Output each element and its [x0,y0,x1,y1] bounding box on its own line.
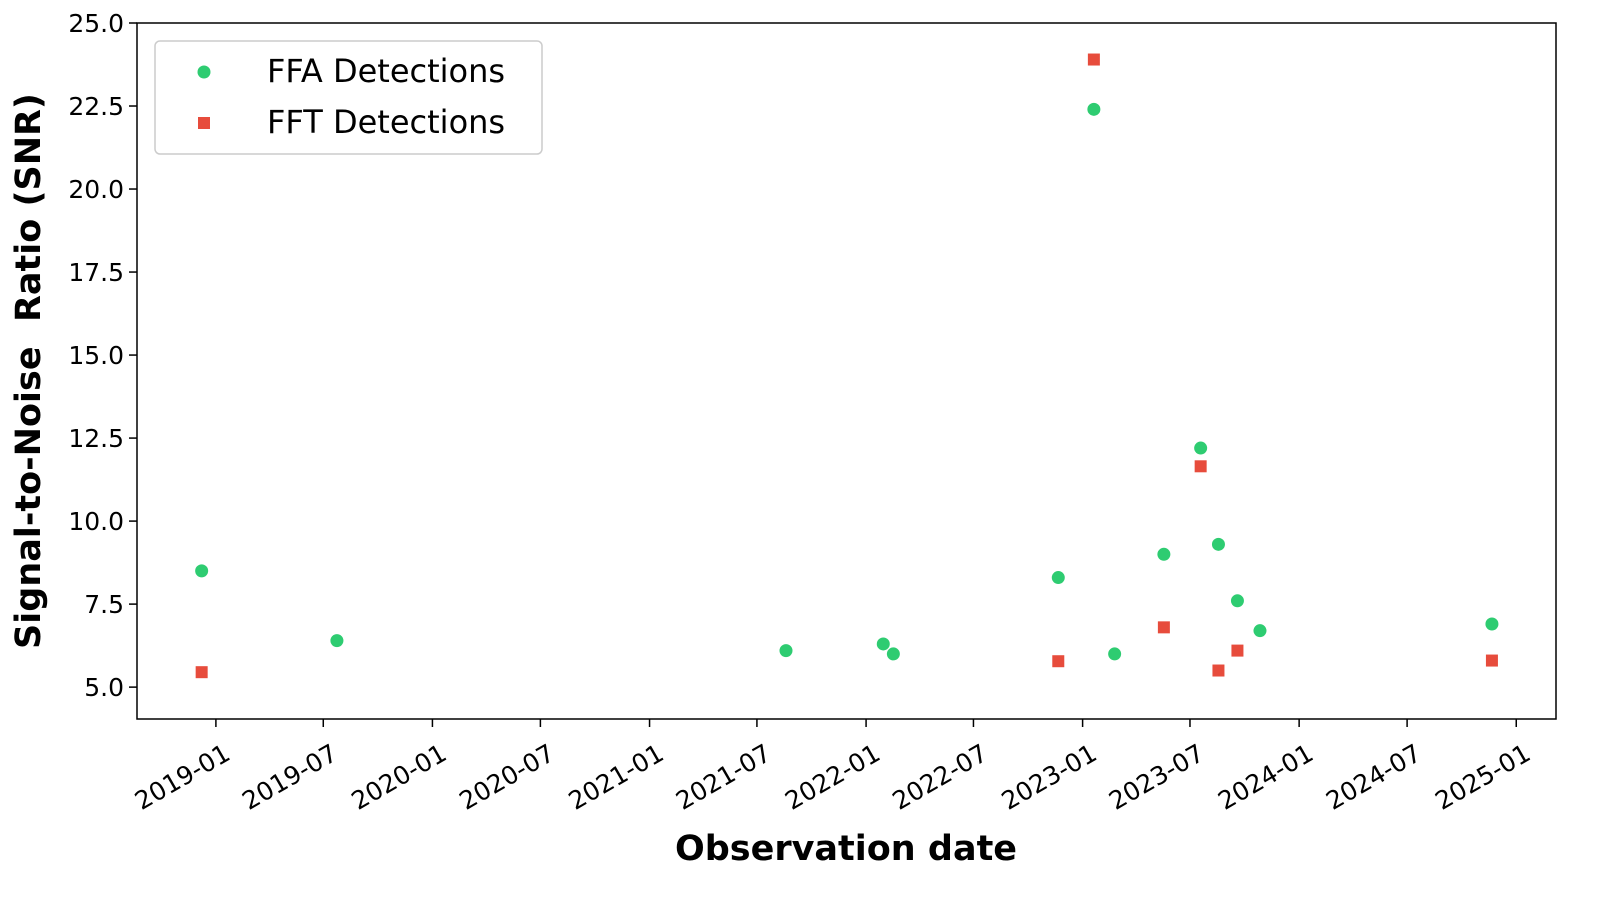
x-tick-label: 2022-07 [887,738,992,815]
fft-point [1157,621,1170,634]
data-points [195,53,1499,679]
legend-marker-fft [198,117,210,129]
x-tick-label: 2025-01 [1430,738,1535,815]
ffa-point [1157,547,1171,561]
ffa-point [1051,571,1065,585]
y-tick-label: 12.5 [68,424,124,453]
y-tick-label: 22.5 [68,92,124,121]
x-tick-label: 2019-07 [237,738,342,815]
legend-label-ffa: FFA Detections [267,52,505,90]
x-tick-label: 2021-01 [564,738,669,815]
ffa-point [876,637,890,651]
x-tick-label: 2023-07 [1104,738,1209,815]
x-axis-label: Observation date [675,829,1017,869]
fft-point [195,666,208,679]
x-tick-label: 2019-01 [130,738,235,815]
y-tick-label: 17.5 [68,258,124,287]
x-tick-label: 2021-07 [671,738,776,815]
ffa-point [1485,617,1499,631]
fft-point [1485,654,1498,667]
y-axis-label: Signal-to-Noise Ratio (SNR) [9,93,49,649]
legend: FFA Detections FFT Detections [154,40,543,155]
ffa-point [1253,624,1267,638]
y-axis: 5.0 7.5 10.0 12.5 15.0 17.5 20.0 22.5 25.0 [68,9,137,702]
x-tick-label: 2020-07 [454,738,559,815]
x-tick-label: 2022-01 [780,738,885,815]
y-tick-label: 5.0 [84,673,124,702]
ffa-point [1211,537,1225,551]
y-tick-label: 15.0 [68,341,124,370]
legend-marker-ffa [197,65,211,79]
ffa-point [1087,102,1101,116]
ffa-point [1194,441,1208,455]
plot-frame [136,22,1557,720]
x-tick-label: 2024-01 [1213,738,1318,815]
x-tick-label: 2023-01 [997,738,1102,815]
x-tick-label: 2020-01 [346,738,451,815]
x-axis: 2019-01 2019-07 2020-01 2020-07 2021-01 2021-… [130,719,1535,816]
fft-point [1231,644,1244,657]
ffa-point [330,634,344,648]
legend-label-fft: FFT Detections [267,103,505,141]
x-tick-label: 2024-07 [1321,738,1426,815]
y-tick-label: 25.0 [68,9,124,38]
fft-point [1087,53,1100,66]
ffa-point [779,644,793,658]
fft-point [1052,655,1065,668]
ffa-point [1108,647,1122,661]
y-tick-label: 20.0 [68,175,124,204]
y-tick-label: 7.5 [84,590,124,619]
ffa-point [195,564,209,578]
legend-box [154,40,543,155]
fft-point [1194,460,1207,473]
ffa-point [886,647,900,661]
y-tick-label: 10.0 [68,507,124,536]
fft-point [1212,664,1225,677]
ffa-point [1230,594,1244,608]
